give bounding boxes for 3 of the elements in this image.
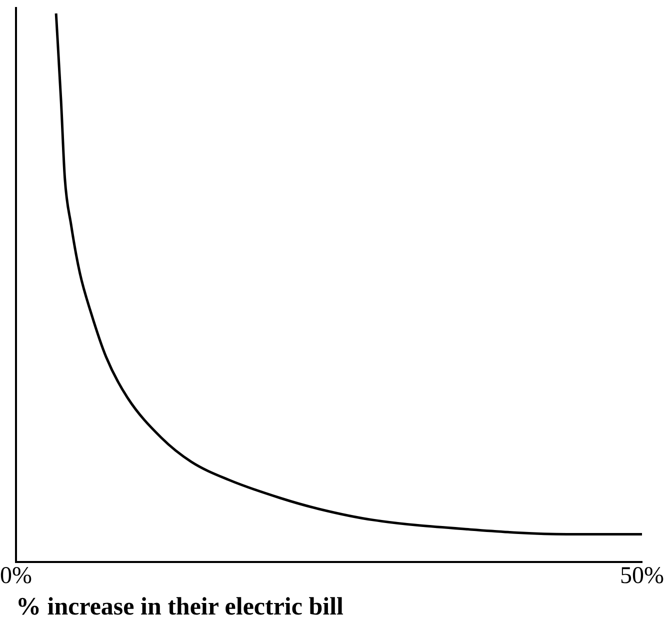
x-tick-label: 0% [0,562,32,589]
x-tick-label: 50% [620,562,664,589]
x-axis-title: % increase in their electric bill [16,593,344,620]
